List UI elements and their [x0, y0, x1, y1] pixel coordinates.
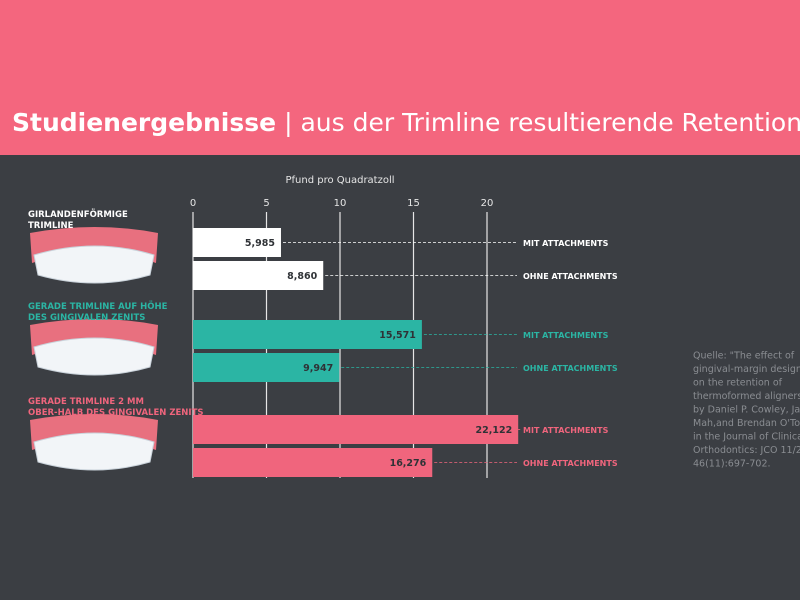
group-label: GERADE TRIMLINE 2 MM OBER-HALB DES GINGIV…	[28, 397, 204, 418]
source-line: Orthodontics: JCO 11/2012	[693, 445, 800, 456]
bar-label: OHNE ATTACHMENTS	[523, 272, 618, 281]
bar-label: OHNE ATTACHMENTS	[523, 459, 618, 468]
source-line: Mah,and Brendan O'Toole	[693, 418, 800, 429]
bar	[193, 415, 519, 444]
value-label: 16,276	[390, 458, 427, 469]
x-tick-label: 0	[190, 198, 196, 209]
source-line: by Daniel P. Cowley, James	[693, 405, 800, 416]
value-label: 22,122	[476, 425, 513, 436]
bar-label: OHNE ATTACHMENTS	[523, 364, 618, 373]
bar-label: MIT ATTACHMENTS	[523, 239, 609, 248]
teeth	[33, 432, 155, 471]
bar	[193, 228, 281, 257]
source-line: Quelle: "The effect of	[693, 351, 795, 362]
illustrations	[30, 227, 158, 471]
group-label: GERADE TRIMLINE AUF HÖHE DES GINGIVALEN Z…	[28, 301, 168, 323]
x-tick-label: 5	[263, 198, 269, 209]
value-label: 5,985	[245, 238, 275, 249]
bar	[193, 353, 340, 382]
source-line: on the retention of	[693, 378, 783, 389]
bar	[193, 448, 433, 477]
chart-subtitle: | aus der Trimline resultierende Retenti…	[284, 108, 800, 137]
source-line: gingival-margin design	[693, 364, 800, 375]
bar	[193, 320, 422, 349]
x-tick-label: 10	[334, 198, 347, 209]
group-label: GIRLANDENFÖRMIGE TRIMLINE	[28, 209, 128, 231]
x-tick-label: 15	[407, 198, 420, 209]
value-label: 15,571	[379, 330, 416, 341]
title-line: Studienergebnisse | aus der Trimline resu…	[12, 108, 800, 137]
source-line: thermoformed aligners"	[693, 391, 800, 402]
bar-label: MIT ATTACHMENTS	[523, 331, 609, 340]
bar	[193, 261, 324, 290]
value-label: 8,860	[287, 271, 317, 282]
axis-label: Pfund pro Quadratzoll	[285, 175, 394, 186]
source-line: 46(11):697-702.	[693, 459, 771, 470]
x-tick-label: 20	[481, 198, 494, 209]
teeth	[33, 337, 155, 376]
header-band	[0, 0, 800, 155]
chart-title: Studienergebnisse	[12, 108, 276, 137]
source-line: in the Journal of Clinical	[693, 432, 800, 443]
teeth	[33, 245, 155, 284]
value-label: 9,947	[303, 363, 333, 374]
bar-label: MIT ATTACHMENTS	[523, 426, 609, 435]
